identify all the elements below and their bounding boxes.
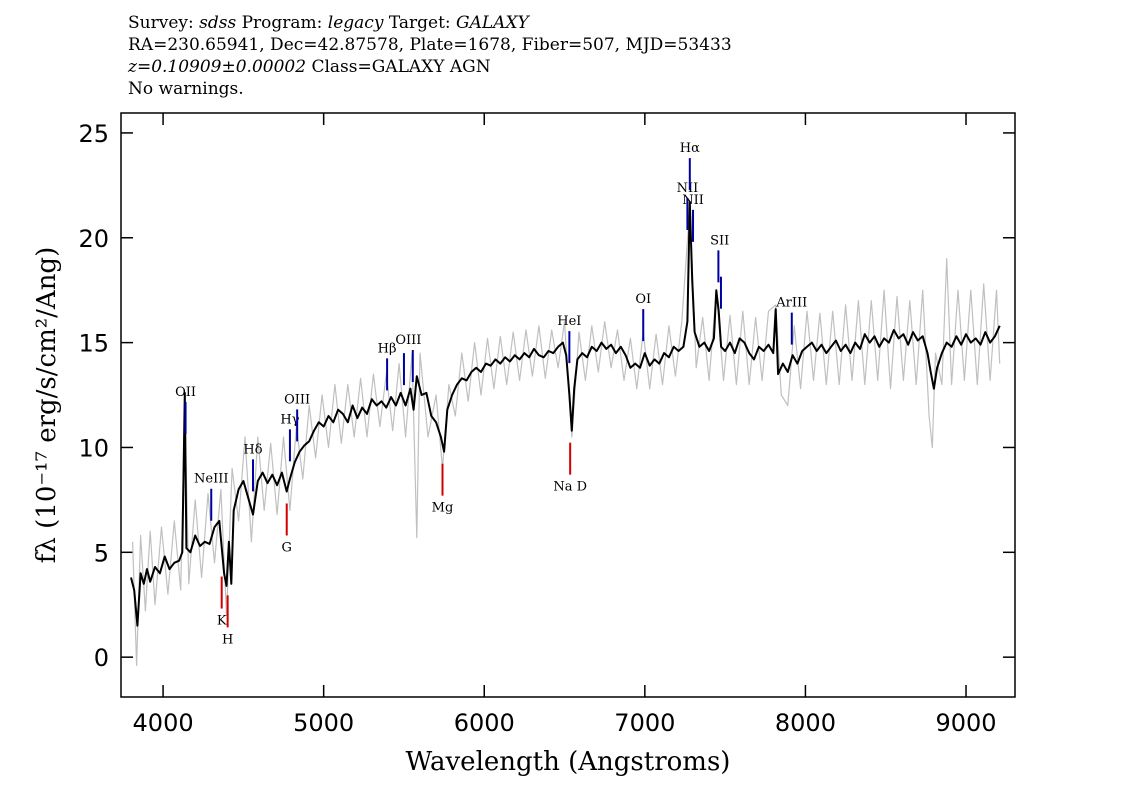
x-tick-label: 4000 <box>133 709 194 737</box>
line-label: NII <box>677 181 699 196</box>
header-line: Survey: sdss Program: legacy Target: GAL… <box>128 13 531 33</box>
line-label: OIII <box>395 333 421 348</box>
header-text: sdss <box>199 13 236 33</box>
line-label: Hβ <box>378 341 397 356</box>
line-label: Hδ <box>243 442 262 457</box>
header-text: Target: <box>383 13 456 33</box>
line-label: ArIII <box>775 296 807 311</box>
x-tick-label: 5000 <box>293 709 354 737</box>
line-label: OI <box>635 292 651 307</box>
y-tick-label: 15 <box>78 330 109 358</box>
line-label: K <box>217 614 227 629</box>
spectrum-raw <box>132 205 1001 667</box>
line-label: Hα <box>680 141 700 156</box>
header-text: z=0.10909±0.00002 <box>127 57 306 77</box>
x-tick-label: 6000 <box>454 709 515 737</box>
header-text: No warnings. <box>128 79 244 99</box>
header-text: legacy <box>328 13 384 33</box>
header-text: RA=230.65941, Dec=42.87578, Plate=1678, … <box>128 35 732 55</box>
header-line: z=0.10909±0.00002 Class=GALAXY AGN <box>127 57 491 77</box>
line-label: OIII <box>284 392 310 407</box>
x-axis-label: Wavelength (Angstroms) <box>406 747 731 777</box>
line-label: NII <box>682 193 704 208</box>
header-text: Program: <box>236 13 328 33</box>
line-label: HeI <box>557 314 581 329</box>
line-label: SII <box>710 233 729 248</box>
spectrum <box>130 201 1001 627</box>
line-label: H <box>222 632 233 647</box>
x-tick-label: 8000 <box>775 709 836 737</box>
header-line: RA=230.65941, Dec=42.87578, Plate=1678, … <box>128 35 732 55</box>
x-tick-label: 9000 <box>935 709 996 737</box>
y-tick-label: 5 <box>94 539 109 567</box>
line-label: Na D <box>553 480 587 495</box>
y-axis-label: fλ (10⁻¹⁷ erg/s/cm²/Ang) <box>32 247 62 563</box>
plot-frame <box>120 112 1016 698</box>
line-label: G <box>282 540 292 555</box>
header-text: Survey: <box>128 13 199 33</box>
y-tick-label: 25 <box>78 120 109 148</box>
y-tick-label: 10 <box>78 434 109 462</box>
x-tick-label: 7000 <box>614 709 675 737</box>
line-label: Mg <box>432 501 454 516</box>
line-label: NeIII <box>194 472 228 487</box>
y-tick-label: 20 <box>78 225 109 253</box>
header-text: GALAXY <box>456 13 531 33</box>
header-text: Class=GALAXY AGN <box>306 57 491 77</box>
line-label: Hγ <box>280 412 299 427</box>
y-tick-label: 0 <box>94 644 109 672</box>
header-line: No warnings. <box>128 79 244 99</box>
line-label: OII <box>175 385 196 400</box>
